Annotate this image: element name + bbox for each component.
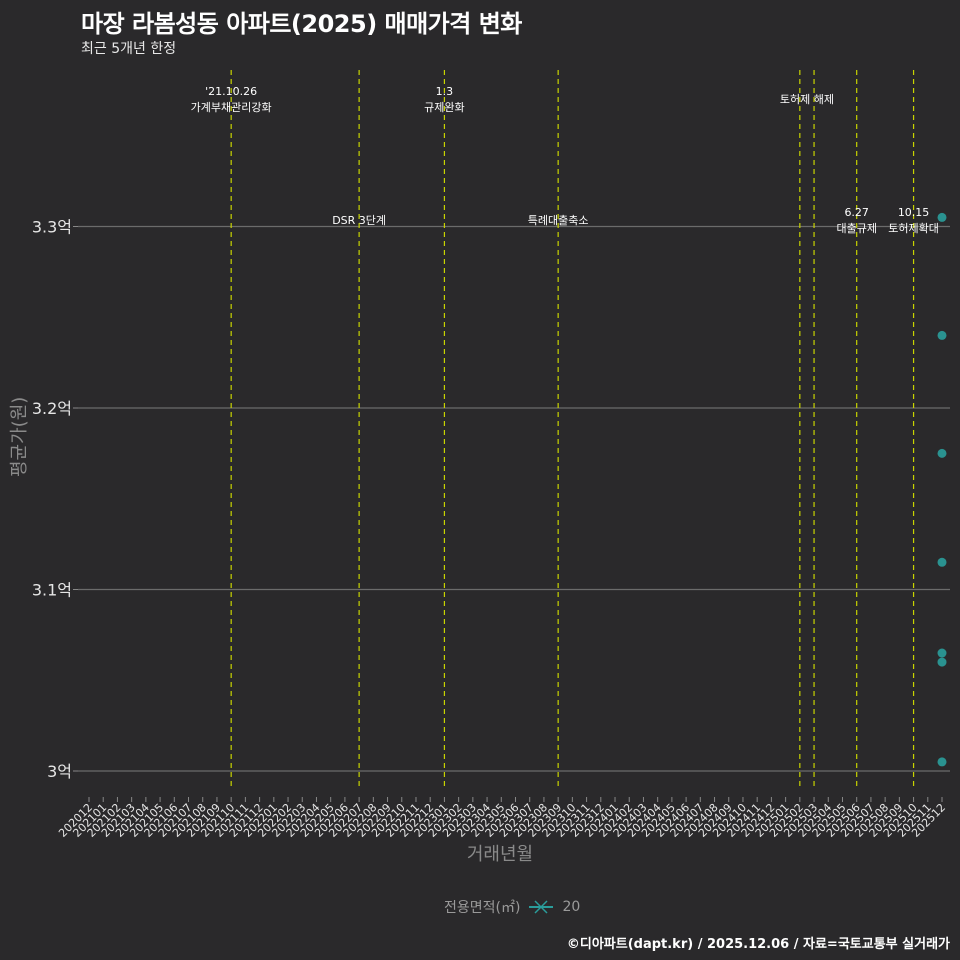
data-point	[937, 757, 947, 767]
legend-title: 전용면적(㎡)	[444, 900, 521, 916]
event-label: '21.10.26	[205, 85, 257, 98]
chart-subtitle: 최근 5개년 한정	[81, 41, 177, 57]
data-point	[937, 648, 947, 658]
legend-key-icon	[528, 899, 554, 915]
chart-title: 마장 라봄성동 아파트(2025) 매매가격 변화	[81, 10, 522, 38]
event-label: 6.27	[844, 206, 869, 219]
event-label: 토허제 해제	[780, 92, 834, 106]
event-label: 대출규제	[836, 222, 876, 235]
source-caption: ©디아파트(dapt.kr) / 2025.12.06 / 자료=국토교통부 실…	[566, 937, 950, 952]
y-tick-label: 3.3억	[32, 218, 72, 237]
data-point	[937, 557, 947, 567]
event-label: 특례대출축소	[528, 214, 589, 227]
legend-item-label: 20	[562, 899, 581, 915]
data-point	[937, 212, 947, 222]
legend: 전용면적(㎡) 20	[444, 897, 580, 917]
y-tick-label: 3.2억	[32, 399, 72, 418]
event-label: DSR 3단계	[332, 214, 386, 227]
event-label: 가계부채관리강화	[191, 101, 272, 114]
y-tick-label: 3억	[47, 762, 72, 781]
event-label: 토허제확대	[888, 222, 939, 235]
data-point	[937, 448, 947, 458]
data-point	[937, 330, 947, 340]
y-axis-title: 평균가(원)	[9, 396, 30, 477]
event-label: 1.3	[436, 85, 454, 98]
x-axis-title: 거래년월	[466, 844, 534, 865]
event-label: 규제완화	[424, 101, 464, 114]
data-point	[937, 657, 947, 667]
event-label: 10.15	[898, 206, 930, 219]
y-tick-label: 3.1억	[32, 581, 72, 600]
